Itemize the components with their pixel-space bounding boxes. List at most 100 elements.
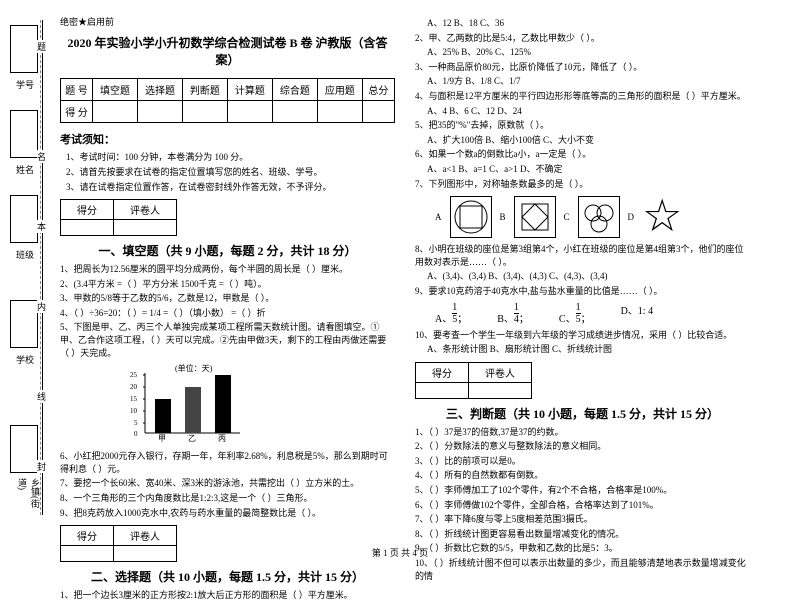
question: 1、（ ）37是37的倍数,37是37的约数。 (415, 426, 750, 439)
question: 6、小红把2000元存入银行，存期一年，年利率2.68%，利息税是5%，那么到期… (60, 450, 395, 475)
chart-svg: (单位：天) 25 20 15 10 5 0 甲 乙 丙 (120, 363, 250, 443)
question: 9、要求10克药溶于40克水中,盐与盐水重量的比值是……（ ）。 (415, 285, 750, 298)
svg-text:乙: 乙 (188, 434, 196, 443)
td[interactable] (61, 220, 114, 236)
chart-ylabel: (单位：天) (175, 363, 213, 373)
question: 8、一个三角形的三个内角度数比是1:2:3,这是一个（ ）三角形。 (60, 492, 395, 505)
question: 10、要考查一个学生一年级到六年级的学习成绩进步情况，采用（ ）比较合适。 (415, 329, 750, 342)
binding-box (10, 195, 38, 243)
question: 3、（ ）比的前项可以是0。 (415, 455, 750, 468)
question: 5、下图是甲、乙、丙三个人单独完成某项工程所需天数统计图。请看图填空。①甲、乙合… (60, 321, 395, 359)
th: 填空题 (93, 79, 138, 101)
fraction-options: A、15； B、14； C、15； D、1: 4 (435, 302, 750, 325)
secrecy-tag: 绝密★启用前 (60, 15, 395, 28)
question: 1、把周长为12.56厘米的圆平均分成两份，每个半圆的周长是（ ）厘米。 (60, 263, 395, 276)
opt-label: C (564, 212, 570, 222)
td[interactable] (114, 220, 177, 236)
notice-title: 考试须知： (60, 131, 395, 147)
td: 得 分 (61, 101, 93, 123)
dash-char: 名 (37, 150, 46, 163)
shape-options: A B C D ☆ (435, 194, 750, 239)
td[interactable] (227, 101, 272, 123)
th: 计算题 (227, 79, 272, 101)
binding-margin: 学号 姓名 班级 学校 乡镇(街道) (8, 20, 43, 515)
th: 判断题 (182, 79, 227, 101)
svg-text:5: 5 (134, 419, 138, 427)
question: 2、甲、乙两数的比是5:4，乙数比甲数少（ ）。 (415, 32, 750, 45)
question: 3、一种商品原价80元，比原价降低了10元，降低了（ ）。 (415, 61, 750, 74)
options: A、条形统计图 B、扇形统计图 C、折线统计图 (415, 343, 750, 356)
exam-title: 2020 年实验小学小升初数学综合检测试卷 B 卷 沪教版（含答案） (60, 34, 395, 68)
svg-text:25: 25 (130, 371, 138, 379)
td[interactable] (137, 101, 182, 123)
options: A、1/9方 B、1/8 C、1/7 (415, 75, 750, 88)
opt-label: A (435, 212, 442, 222)
right-column: A、12 B、18 C、36 2、甲、乙两数的比是5:4，乙数比甲数少（ ）。 … (405, 15, 760, 520)
td[interactable] (93, 101, 138, 123)
td: 得分 (416, 362, 469, 382)
question: 7、要挖一个长60米、宽40米、深3米的游泳池，共需挖出（ ）立方米的土。 (60, 477, 395, 490)
opt: A、15； (435, 302, 467, 325)
notice-item: 3、请在试卷指定位置作答，在试卷密封线外作答无效，不予评分。 (60, 180, 395, 193)
binding-label: 姓名 (16, 163, 34, 176)
svg-text:15: 15 (130, 395, 138, 403)
svg-text:20: 20 (130, 383, 138, 391)
notice-item: 1、考试时间：100 分钟，本卷满分为 100 分。 (60, 150, 395, 163)
td: 评卷人 (114, 526, 177, 546)
question: 7、下列图形中，对称轴条数最多的是（ ）。 (415, 178, 750, 191)
question: 3、甲数的5/8等于乙数的5/6，乙数是12，甲数是（ ）。 (60, 292, 395, 305)
notice-item: 2、请首先按要求在试卷的指定位置填写您的姓名、班级、学号。 (60, 165, 395, 178)
dash-char: 本 (37, 220, 46, 233)
svg-text:10: 10 (130, 407, 138, 415)
shape-circles (578, 196, 620, 238)
th: 选择题 (137, 79, 182, 101)
td[interactable] (182, 101, 227, 123)
question: 5、（ ）李师傅加工了102个零件，有2个不合格，合格率是100%。 (415, 484, 750, 497)
question: 1、把一个边长3厘米的正方形按2:1放大后正方形的面积是（ ）平方厘米。 (60, 589, 395, 602)
td[interactable] (362, 101, 394, 123)
page-container: 绝密★启用前 2020 年实验小学小升初数学综合检测试卷 B 卷 沪教版（含答案… (0, 0, 800, 525)
binding-box (10, 110, 38, 158)
td[interactable] (416, 382, 469, 398)
svg-text:甲: 甲 (158, 434, 166, 443)
page-footer: 第 1 页 共 4 页 (0, 546, 800, 559)
opt-label: B (500, 212, 506, 222)
question: 4、（ ）÷36=20：（ ）= 1/4 =（ ）（填小数） =（ ）折 (60, 307, 395, 320)
th: 题 号 (61, 79, 93, 101)
table-row: 得 分 (61, 101, 395, 123)
options: A、a<1 B、a=1 C、a>1 D、不确定 (415, 163, 750, 176)
question: 6、如果一个数a的倒数比a小，a一定是（ ）。 (415, 148, 750, 161)
dash-char: 封 (37, 460, 46, 473)
question: 6、（ ）李师傅做102个零件，全部合格，合格率达到了101%。 (415, 499, 750, 512)
question: 5、把35的"%"去掉，原数就（ ）。 (415, 119, 750, 132)
binding-box (10, 300, 38, 348)
td: 评卷人 (469, 362, 532, 382)
dash-char: 内 (37, 300, 46, 313)
shape-diamond (514, 196, 556, 238)
opt: C、15； (559, 302, 591, 325)
opt: D、1: 4 (621, 302, 654, 325)
options: A、(3,4)、(3,4) B、(3,4)、(4,3) C、(4,3)、(3,4… (415, 270, 750, 283)
question: 10、（ ）折线统计图不但可以表示出数量的多少，而且能够清楚地表示数量增减变化的… (415, 557, 750, 582)
options: A、12 B、18 C、36 (415, 17, 750, 30)
question: 8、小明在班级的座位是第3组第4个，小红在班级的座位是第4组第3个，他们的座位用… (415, 243, 750, 268)
td[interactable] (317, 101, 362, 123)
section-title: 二、选择题（共 10 小题，每题 1.5 分，共计 15 分） (60, 568, 395, 585)
th: 总分 (362, 79, 394, 101)
binding-box (10, 25, 38, 73)
binding-label: 学号 (16, 78, 34, 91)
binding-dash-line: 题 名 本 内 线 封 (40, 20, 41, 515)
binding-label: 乡镇(街道) (16, 478, 42, 515)
td[interactable] (469, 382, 532, 398)
options: A、扩大100倍 B、缩小100倍 C、大小不变 (415, 134, 750, 147)
td: 得分 (61, 200, 114, 220)
dash-char: 线 (37, 390, 46, 403)
th: 应用题 (317, 79, 362, 101)
svg-text:0: 0 (134, 430, 138, 438)
question: 4、（ ）所有的自然数都有倒数。 (415, 469, 750, 482)
td[interactable] (272, 101, 317, 123)
shape-square-in-circle (450, 196, 492, 238)
table-row: 题 号 填空题 选择题 判断题 计算题 综合题 应用题 总分 (61, 79, 395, 101)
question: 8、（ ）折线统计图更容易看出数量增减变化的情况。 (415, 528, 750, 541)
opt: B、14； (497, 302, 529, 325)
